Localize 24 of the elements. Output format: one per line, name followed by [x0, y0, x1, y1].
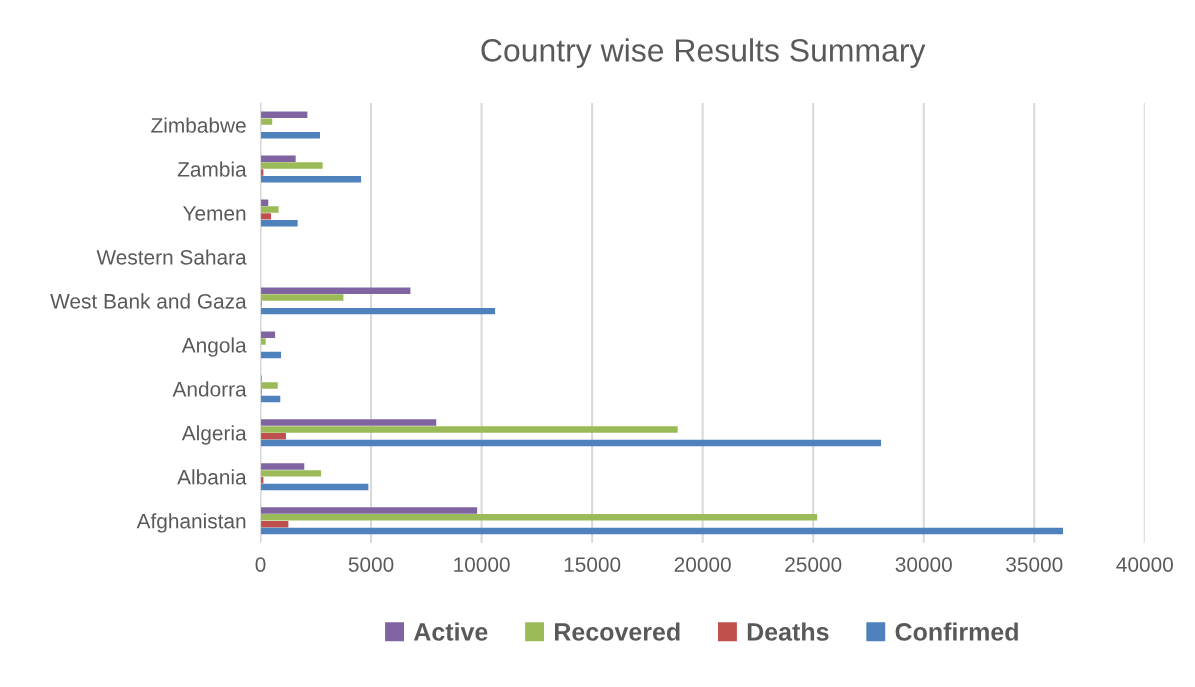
- legend-label: Deaths: [747, 622, 829, 641]
- x-tick-label: 30000: [895, 557, 952, 572]
- x-tick-label: 10000: [454, 557, 510, 572]
- y-tick-label: Zambia: [177, 161, 247, 177]
- y-tick-label: Andorra: [172, 381, 247, 397]
- legend-label: Active: [413, 622, 488, 641]
- y-tick-label: Western Sahara: [96, 249, 247, 265]
- y-tick-label: Albania: [177, 469, 247, 485]
- y-tick-label: Angola: [181, 337, 247, 357]
- x-tick-label: 0: [255, 557, 266, 572]
- x-tick-label: 5000: [348, 557, 394, 572]
- x-tick-label: 15000: [564, 557, 621, 572]
- x-tick-label: 35000: [1006, 557, 1063, 572]
- chart-title: Country wise Results Summary: [481, 38, 926, 69]
- y-tick-label: Algeria: [181, 425, 247, 445]
- legend-label: Confirmed: [895, 622, 1018, 641]
- x-tick-label: 40000: [1116, 557, 1173, 572]
- x-tick-label: 20000: [674, 557, 731, 572]
- x-tick-label: 25000: [785, 557, 842, 572]
- y-tick-label: Zimbabwe: [151, 117, 246, 133]
- legend-label: Recovered: [555, 622, 680, 641]
- y-tick-label: Yemen: [182, 206, 246, 221]
- y-tick-label: Afghanistan: [136, 513, 246, 533]
- y-tick-label: West Bank and Gaza: [50, 293, 247, 309]
